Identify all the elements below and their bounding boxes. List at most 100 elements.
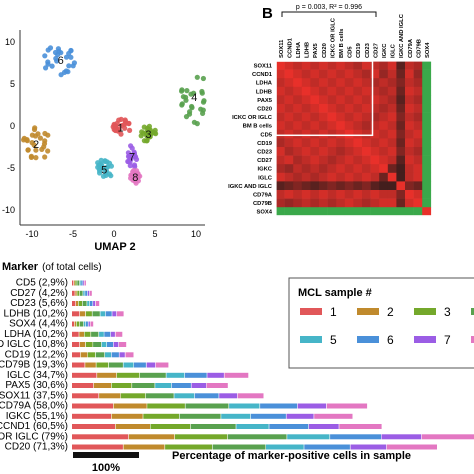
heatmap-cell bbox=[276, 104, 285, 113]
heatmap-cell bbox=[362, 164, 371, 174]
bar-segment-2 bbox=[75, 290, 77, 296]
heatmap-row-label: IGKC AND IGLC bbox=[228, 184, 273, 190]
bar-segment-1 bbox=[72, 362, 85, 368]
bar-segment-2 bbox=[79, 311, 86, 317]
heatmap-cell bbox=[319, 147, 328, 156]
heatmap-cell bbox=[293, 172, 303, 182]
umap-x-label: UMAP 2 bbox=[94, 241, 135, 253]
heatmap-cell bbox=[422, 147, 432, 156]
heatmap-cell bbox=[276, 190, 285, 199]
heatmap-cell bbox=[310, 207, 320, 217]
bar-segment-5 bbox=[83, 290, 85, 296]
umap-point bbox=[47, 45, 54, 51]
heatmap-cell bbox=[413, 147, 423, 156]
umap-panel: 10 5 0 -5 -10 -10 -5 0 5 10 UMAP 2 1 2 3 4 5… bbox=[2, 30, 207, 253]
heatmap-row-label: CD19 bbox=[257, 141, 273, 147]
heatmap-cell bbox=[396, 155, 406, 165]
heatmap-cell bbox=[319, 112, 328, 122]
umap-cluster-label: 8 bbox=[132, 172, 138, 184]
bar-category-label: CD27 (4,2%) bbox=[10, 288, 68, 299]
bar-x-label: Percentage of marker-positive cells in s… bbox=[172, 450, 411, 462]
heatmap-cell bbox=[293, 207, 303, 217]
umap-cluster-label: 7 bbox=[129, 152, 135, 164]
heatmap-cell bbox=[370, 138, 380, 148]
umap-point bbox=[200, 75, 206, 82]
marker-header: Marker (of total cells) bbox=[2, 261, 102, 273]
scale-bar bbox=[73, 452, 139, 458]
heatmap-cell bbox=[319, 181, 328, 191]
heatmap-cell bbox=[362, 147, 371, 156]
umap-point bbox=[139, 129, 145, 135]
umap-point bbox=[105, 164, 111, 170]
heatmap-cell bbox=[310, 138, 320, 148]
heatmap-cell bbox=[362, 104, 371, 113]
heatmap-row-labels: SOX11 CCND1 LDHA LDHB PAX5 CD20 ICKC OR IGLC BM… bbox=[228, 64, 273, 216]
heatmap-cell bbox=[379, 138, 389, 148]
heatmap-cell bbox=[310, 69, 320, 79]
umap-point bbox=[113, 127, 119, 134]
umap-point bbox=[131, 152, 137, 158]
bar-segment-6 bbox=[250, 413, 286, 419]
heatmap-cell bbox=[362, 138, 371, 148]
umap-point bbox=[179, 102, 185, 108]
heatmap-cell bbox=[284, 121, 294, 131]
heatmap-row-label: CD27 bbox=[257, 158, 272, 164]
heatmap-row-label: SOX11 bbox=[254, 64, 273, 70]
bar-segment-4 bbox=[179, 413, 221, 419]
heatmap-cell bbox=[370, 207, 380, 217]
heatmap-cell bbox=[293, 190, 303, 199]
heatmap-cell bbox=[336, 198, 346, 208]
heatmap-row-label: CD5 bbox=[260, 132, 272, 138]
heatmap-cell bbox=[379, 207, 389, 217]
bar-segment-2 bbox=[79, 342, 86, 347]
heatmap-column-label: CD79A bbox=[408, 38, 414, 58]
heatmap-cell bbox=[353, 104, 363, 113]
umap-point bbox=[45, 59, 51, 65]
bar-segment-2 bbox=[80, 352, 88, 358]
bar-segment-3 bbox=[116, 372, 140, 378]
bar-segment-3 bbox=[77, 290, 80, 296]
umap-point bbox=[200, 99, 207, 105]
heatmap-column-label: BM B cells bbox=[339, 29, 345, 58]
bar-segment-5 bbox=[101, 342, 107, 347]
bar-segment-3 bbox=[147, 403, 185, 409]
umap-point bbox=[102, 168, 108, 174]
heatmap-cell bbox=[379, 112, 389, 122]
heatmap-cell bbox=[319, 138, 328, 148]
legend-title: MCL sample # bbox=[298, 287, 372, 299]
heatmap-cell bbox=[370, 129, 380, 139]
heatmap-cell bbox=[319, 121, 328, 131]
heatmap-cell bbox=[276, 147, 285, 156]
bar-segment-7 bbox=[119, 352, 125, 358]
heatmap-cell bbox=[422, 155, 432, 165]
heatmap-cell bbox=[405, 121, 414, 131]
bar-segment-8 bbox=[386, 444, 437, 450]
umap-point bbox=[128, 143, 134, 149]
heatmap-cell bbox=[310, 112, 320, 122]
heatmap-cell bbox=[362, 86, 371, 96]
heatmap-cell bbox=[301, 190, 311, 199]
umap-cluster-label: 4 bbox=[191, 92, 197, 104]
umap-cluster-label: 2 bbox=[33, 139, 39, 151]
heatmap-cell bbox=[284, 61, 294, 70]
bar-segment-3 bbox=[165, 444, 212, 450]
umap-point bbox=[63, 68, 69, 74]
umap-point bbox=[200, 110, 206, 116]
heatmap-cell bbox=[413, 172, 423, 182]
heatmap-cell bbox=[413, 104, 423, 113]
heatmap-cell bbox=[413, 121, 423, 131]
bar-segment-4 bbox=[77, 280, 80, 286]
heatmap-cell bbox=[379, 181, 389, 191]
heatmap-cell bbox=[405, 138, 414, 148]
heatmap-row-label: LDHB bbox=[256, 89, 272, 95]
heatmap-cell bbox=[387, 155, 397, 165]
heatmap-cell bbox=[413, 112, 423, 122]
bar-segment-7 bbox=[113, 342, 119, 347]
heatmap-cell bbox=[344, 104, 354, 113]
umap-y-tick: 10 bbox=[5, 37, 15, 47]
heatmap-cell bbox=[387, 69, 397, 79]
umap-point bbox=[132, 178, 138, 184]
umap-cluster-5: 5 bbox=[95, 157, 114, 179]
heatmap-cell bbox=[284, 155, 294, 165]
heatmap-panel: B p = 0.003, R² = 0.996 SOX11 CCND1 LDHA LD… bbox=[228, 4, 460, 217]
